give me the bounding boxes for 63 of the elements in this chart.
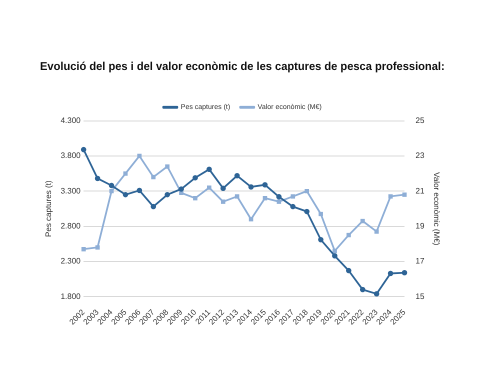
point [122,192,128,198]
y-tick-label: 2.300 [60,256,82,266]
point [234,172,240,178]
point [290,204,296,210]
point [304,188,310,194]
point [192,175,198,180]
y2-axis-title: Valor econòmic (M€) [432,172,441,246]
y-tick-label: 3.300 [60,186,82,196]
point [332,253,338,259]
point [360,218,365,224]
point [220,186,226,192]
point [346,268,352,274]
point [165,164,170,169]
point [402,270,408,276]
y2-tick-label: 15 [416,292,425,301]
point [388,270,394,276]
point [234,194,240,199]
point [94,176,100,182]
point [206,166,212,172]
point [137,154,142,158]
point [164,192,170,198]
y-tick-label: 4.300 [60,116,82,126]
point [402,192,407,197]
point [193,196,198,200]
point [81,246,86,252]
y-tick-label: 3.800 [60,151,82,160]
point [80,146,86,152]
y-tick-label: 2.800 [60,222,82,230]
y2-tick-label: 21 [416,186,425,196]
point [304,208,310,214]
y2-tick-label: 19 [416,222,425,230]
point [332,248,337,254]
point [276,200,282,204]
point [178,186,184,192]
y2-tick-label: 17 [416,256,425,266]
point [318,212,323,216]
point [290,194,296,199]
point [248,184,254,190]
point [262,182,268,188]
point [220,200,226,204]
point [262,196,268,200]
point [123,171,128,176]
point [150,204,156,210]
point [179,190,184,196]
point [151,174,156,180]
point [388,194,393,199]
point [374,291,380,297]
y2-tick-label: 23 [416,151,425,160]
y-tick-label: 1.800 [60,292,82,301]
point [374,229,379,234]
point [318,236,324,242]
point [248,217,254,222]
point [95,245,100,250]
point [109,188,114,194]
point [108,182,114,188]
point [136,188,142,194]
point [360,286,366,292]
y-axis-title: Pes captures (t) [44,180,54,237]
point [276,194,282,200]
point [346,232,351,238]
point [207,185,212,190]
y2-tick-label: 25 [416,116,425,126]
chart-title: Evolució del pes i del valor econòmic de les captures de pesca professional: [40,60,445,74]
